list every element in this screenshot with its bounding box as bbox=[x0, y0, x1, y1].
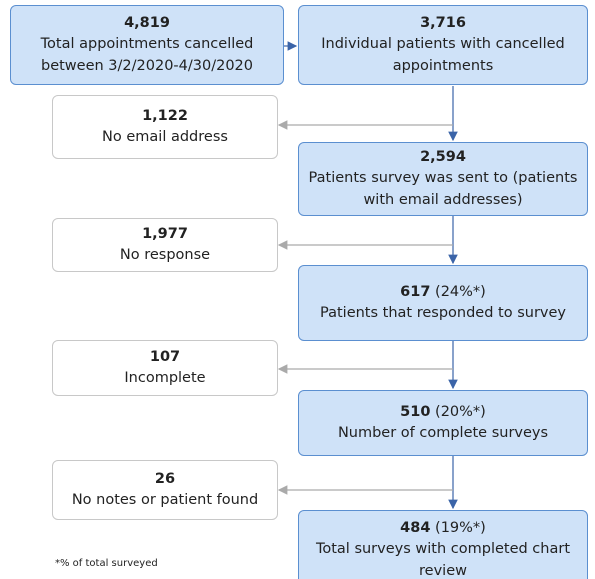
box-label: No email address bbox=[102, 129, 228, 145]
box-label: Total appointments cancelled between 3/2… bbox=[40, 36, 254, 74]
percent: (19%*) bbox=[435, 520, 486, 537]
count: 510 bbox=[400, 403, 431, 420]
percent: (20%*) bbox=[435, 403, 486, 420]
step-box: 510 (20%*) Number of complete surveys bbox=[298, 390, 588, 456]
box-header: 107 bbox=[150, 347, 180, 368]
box-header: 26 bbox=[155, 469, 175, 490]
box-label: Number of complete surveys bbox=[337, 425, 549, 441]
box-header: 1,122 bbox=[142, 106, 188, 127]
step-box: 484 (19%*) Total surveys with completed c… bbox=[298, 510, 588, 579]
percent: (24%*) bbox=[435, 283, 486, 300]
box-header: 3,716 bbox=[420, 13, 466, 34]
count: 2,594 bbox=[420, 149, 466, 166]
count: 4,819 bbox=[124, 15, 170, 32]
box-label: Patients that responded to survey bbox=[320, 305, 566, 321]
exclusion-box: 26 No notes or patient found bbox=[52, 460, 278, 520]
step-box: 2,594 Patients survey was sent to (patien… bbox=[298, 142, 588, 216]
count: 1,122 bbox=[142, 107, 188, 124]
box-label: Incomplete bbox=[124, 370, 206, 386]
count: 1,977 bbox=[142, 225, 188, 242]
count: 617 bbox=[400, 283, 431, 300]
step-box: 4,819 Total appointments cancelled betwee… bbox=[10, 5, 284, 85]
box-label: Individual patients with cancelled appoi… bbox=[321, 36, 565, 74]
box-label: No notes or patient found bbox=[71, 492, 259, 508]
box-header: 2,594 bbox=[420, 147, 466, 168]
box-header: 510 (20%*) bbox=[400, 402, 486, 423]
box-label: Total surveys with completed chart revie… bbox=[315, 541, 571, 579]
exclusion-box: 1,977 No response bbox=[52, 218, 278, 272]
count: 3,716 bbox=[420, 15, 466, 32]
box-header: 617 (24%*) bbox=[400, 282, 486, 303]
step-box: 617 (24%*) Patients that responded to sur… bbox=[298, 265, 588, 341]
count: 26 bbox=[154, 470, 176, 487]
box-header: 1,977 bbox=[142, 224, 188, 245]
box-label: No response bbox=[119, 247, 211, 263]
box-header: 4,819 bbox=[124, 13, 170, 34]
exclusion-box: 1,122 No email address bbox=[52, 95, 278, 159]
box-header: 484 (19%*) bbox=[400, 518, 486, 539]
step-box: 3,716 Individual patients with cancelled … bbox=[298, 5, 588, 85]
footnote: *% of total surveyed bbox=[55, 558, 158, 569]
box-label: Patients survey was sent to (patients wi… bbox=[308, 170, 578, 208]
exclusion-box: 107 Incomplete bbox=[52, 340, 278, 396]
count: 107 bbox=[149, 348, 181, 365]
count: 484 bbox=[400, 520, 431, 537]
